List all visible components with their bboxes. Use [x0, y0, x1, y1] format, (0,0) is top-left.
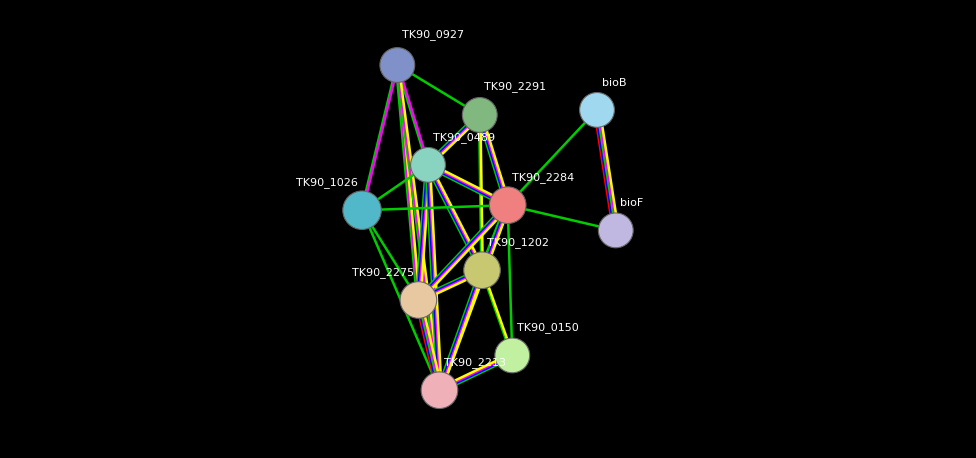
Text: TK90_2275: TK90_2275	[351, 267, 414, 278]
Circle shape	[495, 338, 530, 373]
Circle shape	[400, 282, 436, 318]
Text: TK90_0150: TK90_0150	[517, 322, 579, 333]
Circle shape	[411, 147, 445, 182]
Text: TK90_2284: TK90_2284	[512, 172, 575, 183]
Text: TK90_2291: TK90_2291	[484, 81, 547, 92]
Text: TK90_0927: TK90_0927	[402, 29, 464, 40]
Circle shape	[421, 372, 458, 409]
Circle shape	[343, 191, 382, 229]
Circle shape	[598, 213, 633, 248]
Circle shape	[463, 98, 497, 132]
Text: bioF: bioF	[621, 198, 643, 208]
Circle shape	[580, 93, 615, 127]
Circle shape	[464, 252, 501, 289]
Text: TK90_2213: TK90_2213	[444, 357, 506, 368]
Circle shape	[380, 48, 415, 82]
Text: bioB: bioB	[601, 78, 626, 88]
Circle shape	[489, 187, 526, 224]
Text: TK90_1202: TK90_1202	[487, 237, 549, 248]
Text: TK90_0489: TK90_0489	[432, 132, 495, 143]
Text: TK90_1026: TK90_1026	[296, 177, 357, 188]
